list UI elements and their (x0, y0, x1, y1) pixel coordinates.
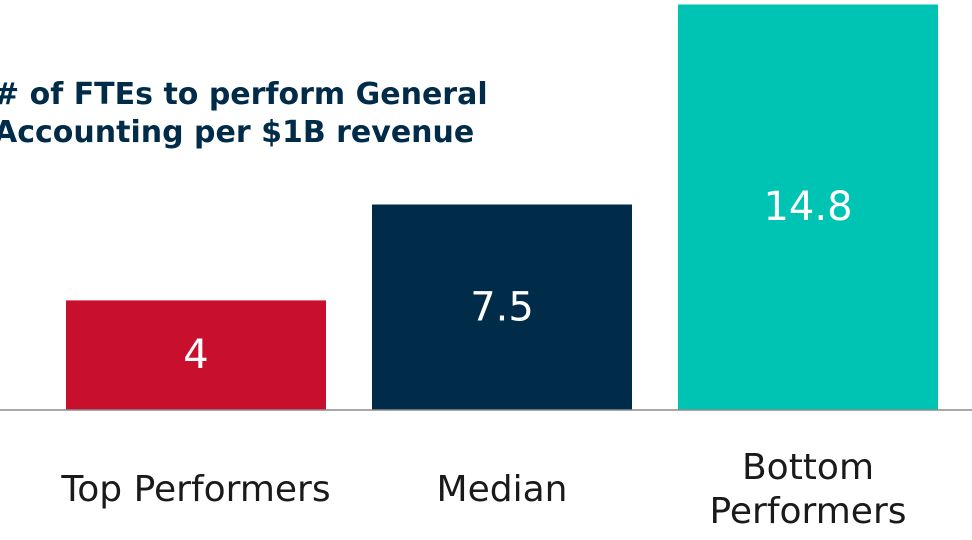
bar (372, 204, 632, 410)
chart-title: # of FTEs to perform General Accounting … (0, 77, 488, 150)
x-tick-label: Bottom Performers (709, 447, 907, 532)
value-label: 4 (183, 332, 208, 378)
value-label: 7.5 (470, 284, 534, 330)
bar (66, 300, 326, 410)
x-tick-label: Median (436, 469, 568, 510)
bar (678, 4, 938, 410)
value-label: 14.8 (763, 184, 852, 230)
x-tick-label: Top Performers (61, 469, 331, 510)
